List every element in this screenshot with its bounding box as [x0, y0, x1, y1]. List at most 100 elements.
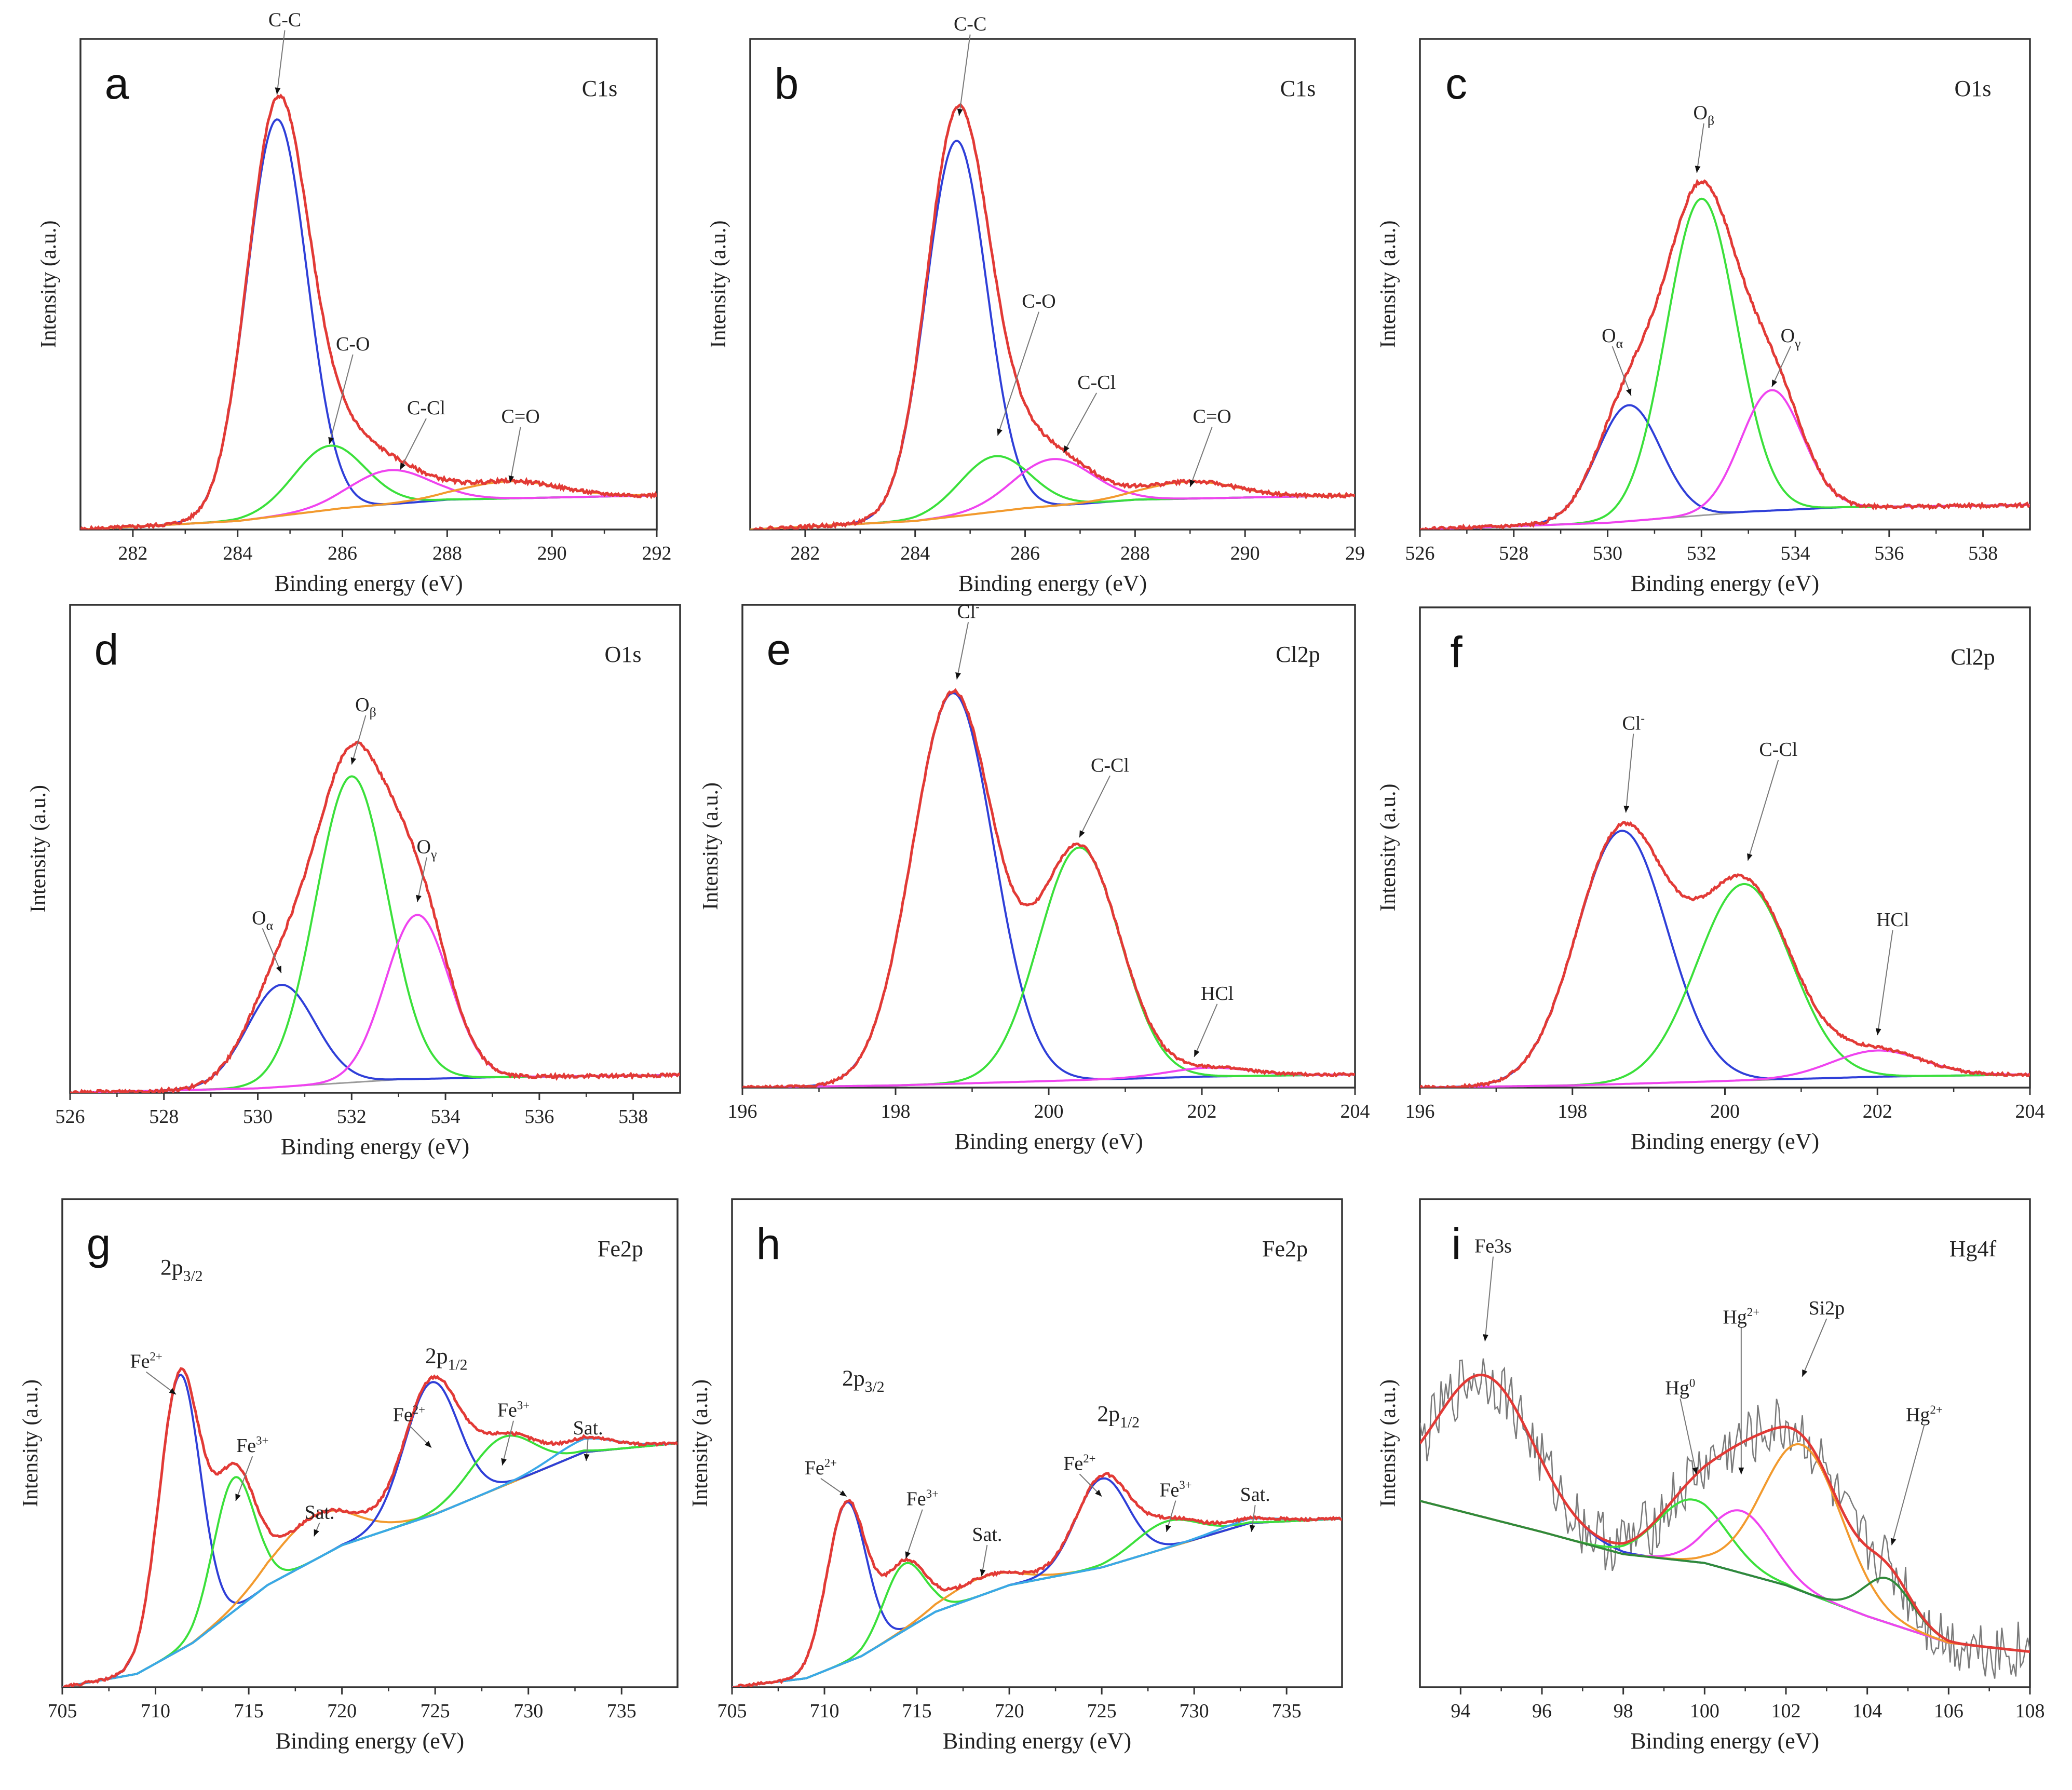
peak-label-2p3-2: 2p3/2 — [842, 1366, 885, 1395]
panel-c: 526 528 530 532 534 536 538 Binding energy (eV)… — [1376, 38, 2031, 596]
plot-area — [1420, 821, 2030, 1088]
annotation-arrowhead — [1771, 379, 1778, 387]
peak-label-c-o: C-O — [1022, 291, 1055, 313]
panel-letter: h — [756, 1219, 781, 1268]
peak-label-2p1-2: 2p1/2 — [425, 1344, 468, 1373]
component-peak-o — [1420, 197, 2030, 530]
annotation-arrowhead — [1249, 1525, 1255, 1532]
x-tick-label: 286 — [328, 543, 357, 564]
annotation-arrowhead — [1079, 830, 1085, 838]
peak-label-fe2: Fe2+ — [130, 1350, 162, 1372]
x-tick-label: 735 — [607, 1700, 637, 1722]
annotation-arrowhead — [425, 1441, 431, 1448]
annotation-arrowhead — [1692, 1467, 1698, 1474]
peak-label-fe3: Fe3+ — [1159, 1479, 1191, 1501]
peak-label-cl: Cl- — [957, 600, 980, 622]
peak-label-o: Oα — [1602, 325, 1623, 351]
plot-area — [62, 1367, 678, 1687]
component-peak-sat-2p1-2 — [732, 1517, 1342, 1687]
annotation-arrowhead — [1063, 445, 1069, 453]
annotation-arrowhead — [1626, 388, 1632, 396]
x-tick-label: 536 — [1874, 543, 1904, 564]
annotation-arrowhead — [1738, 1467, 1744, 1474]
peak-label-sat: Sat. — [1240, 1484, 1270, 1506]
x-axis-label: Binding energy (eV) — [943, 1728, 1131, 1754]
x-axis-label: Binding energy (eV) — [958, 571, 1147, 596]
panel-e: 196 198 200 202 204 Binding energy (eV) Intens… — [699, 600, 1370, 1154]
x-tick-label: 286 — [1010, 543, 1040, 564]
peak-label-fe3: Fe3+ — [497, 1399, 530, 1421]
component-peak-cl — [742, 692, 1355, 1088]
x-tick-label: 530 — [243, 1106, 273, 1128]
x-axis-label: Binding energy (eV) — [1631, 571, 1819, 596]
panel-i: 94 96 98 100 102 104 106 108 Binding energy (eV)… — [1376, 1198, 2045, 1754]
x-tick-label: 284 — [223, 543, 252, 564]
peak-label-c-o: C=O — [502, 406, 540, 428]
annotation-leader-line — [956, 622, 969, 680]
peak-label-sat: Sat. — [972, 1524, 1002, 1545]
peak-label-o: Oβ — [1694, 102, 1715, 128]
x-tick-label: 720 — [327, 1700, 357, 1722]
annotation-arrowhead — [1802, 1369, 1808, 1377]
component-peak-fe3-2p1-2 — [62, 1434, 678, 1687]
annotation-leader-line — [1802, 1318, 1827, 1377]
annotation-arrowhead — [276, 966, 281, 973]
annotation-arrowhead — [997, 428, 1003, 436]
annotation-leader-line — [276, 30, 286, 94]
annotation-leader-line — [502, 1420, 514, 1466]
x-tick-label: 538 — [1968, 543, 1998, 564]
component-peak-o — [70, 914, 680, 1093]
component-peak-sat-2p1-2 — [62, 1437, 678, 1687]
component-peak-hg2 — [1420, 1500, 2030, 1653]
peak-label-c-cl: C-Cl — [407, 397, 445, 419]
plot-frame — [1419, 38, 2031, 531]
panel-letter: a — [105, 59, 129, 108]
component-peak-o — [1420, 389, 2030, 530]
x-tick-label: 196 — [1405, 1101, 1435, 1122]
fitted-envelope-line — [742, 688, 1355, 1088]
y-axis-label: Intensity (a.u.) — [699, 782, 723, 910]
annotation-arrowhead — [1194, 1049, 1200, 1057]
plot-area — [1420, 1358, 2030, 1679]
fitted-envelope-line — [1420, 821, 2030, 1088]
annotation-leader-line — [1625, 734, 1634, 813]
x-tick-label: 202 — [1187, 1101, 1217, 1122]
x-tick-label: 534 — [1781, 543, 1810, 564]
annotation-arrowhead — [980, 1569, 986, 1577]
x-tick-label: 198 — [881, 1101, 911, 1122]
component-peak-hg0 — [1420, 1498, 2030, 1653]
x-tick-label: 526 — [1405, 543, 1435, 564]
peak-label-o: Oα — [252, 907, 273, 933]
panel-letter: f — [1450, 628, 1462, 676]
x-tick-label: 705 — [48, 1700, 77, 1722]
peak-label-hcl: HCl — [1876, 909, 1909, 931]
y-axis-label: Intensity (a.u.) — [37, 220, 61, 348]
peak-label-sat: Sat. — [305, 1501, 335, 1523]
component-peak-o — [1420, 404, 2030, 530]
annotation-arrowhead — [1747, 853, 1753, 861]
annotation-arrowhead — [350, 757, 357, 765]
x-tick-label: 104 — [1852, 1700, 1882, 1722]
peak-label-fe2: Fe2+ — [1063, 1452, 1095, 1474]
peak-label-fe3: Fe3+ — [236, 1434, 268, 1457]
annotation-leader-line — [416, 857, 427, 902]
x-axis-label: Binding energy (eV) — [1631, 1728, 1819, 1754]
x-tick-label: 710 — [141, 1700, 170, 1722]
annotation-leader-line — [1189, 427, 1213, 487]
spectrum-region-title: O1s — [605, 642, 642, 667]
x-tick-label: 720 — [995, 1700, 1024, 1722]
x-axis-label: Binding energy (eV) — [281, 1134, 469, 1159]
annotation-leader-line — [1771, 346, 1791, 387]
annotation-arrowhead — [328, 437, 334, 444]
annotation-leader-line — [351, 715, 367, 765]
annotation-arrowhead — [1875, 1028, 1881, 1036]
x-tick-label: 102 — [1771, 1700, 1801, 1722]
x-tick-label: 196 — [728, 1101, 757, 1122]
peak-label-cl: Cl- — [1622, 712, 1645, 734]
component-peak-c-o — [80, 444, 657, 530]
peak-label-2p1-2: 2p1/2 — [1097, 1401, 1140, 1431]
y-axis-label: Intensity (a.u.) — [1376, 220, 1400, 348]
y-axis-label: Intensity (a.u.) — [26, 785, 50, 913]
plot-frame — [61, 1198, 679, 1688]
component-peak-sat-2p3-2 — [732, 1517, 1342, 1687]
